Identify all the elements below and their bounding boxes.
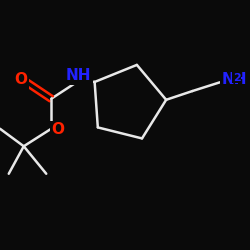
Text: O: O	[14, 72, 27, 88]
Text: 2: 2	[233, 73, 241, 83]
Text: O: O	[52, 122, 65, 138]
Text: NH: NH	[65, 68, 91, 83]
Text: NH: NH	[221, 72, 247, 87]
